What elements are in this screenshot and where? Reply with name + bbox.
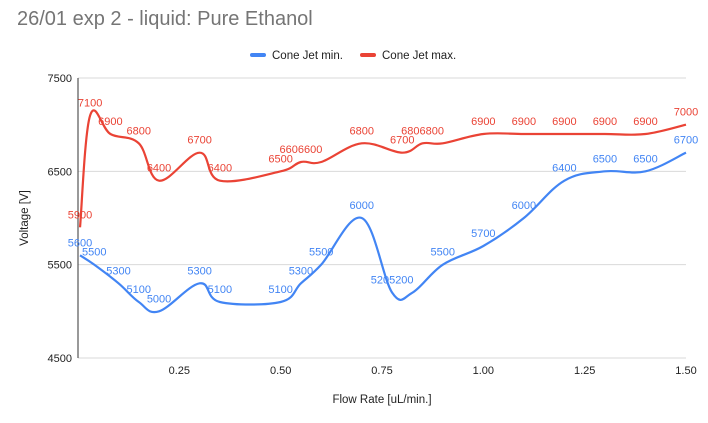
- data-label: 5500: [309, 247, 333, 259]
- x-tick-label: 0.25: [169, 365, 190, 377]
- data-label: 6700: [674, 135, 698, 147]
- data-label: 6806800: [401, 125, 444, 137]
- data-label: 5100: [268, 284, 292, 296]
- data-label: 6000: [512, 200, 536, 212]
- data-label: 6900: [512, 116, 536, 128]
- data-label: 7100: [78, 97, 102, 109]
- data-label: 5300: [106, 265, 130, 277]
- data-label: 5205200: [371, 275, 414, 287]
- data-label: 6606600: [280, 144, 323, 156]
- series-line-max: [78, 109, 687, 228]
- data-label: 5500: [82, 247, 106, 259]
- x-tick-label: 0.50: [270, 365, 291, 377]
- y-tick-label: 6500: [48, 166, 72, 178]
- data-label: 6700: [187, 135, 211, 147]
- series-line-min: [79, 151, 687, 314]
- legend-label: Cone Jet max.: [382, 50, 456, 62]
- data-label: 6900: [633, 116, 657, 128]
- data-label: 6500: [268, 153, 292, 165]
- data-label: 6400: [552, 163, 576, 175]
- data-label: 5300: [289, 265, 313, 277]
- data-label: 6700: [390, 135, 414, 147]
- x-tick-label: 1.25: [574, 365, 595, 377]
- x-tick-label: 1.50: [675, 365, 696, 377]
- legend-label: Cone Jet min.: [272, 50, 343, 62]
- data-label: 5600: [68, 237, 92, 249]
- data-label: 5300: [187, 265, 211, 277]
- data-label: 5900: [68, 209, 92, 221]
- data-label: 6800: [127, 125, 151, 137]
- data-label: 5700: [471, 228, 495, 240]
- data-label: 6500: [593, 153, 617, 165]
- data-label: 5500: [431, 247, 455, 259]
- data-label: 5000: [147, 293, 171, 305]
- x-tick-label: 0.75: [371, 365, 392, 377]
- y-tick-label: 7500: [48, 73, 72, 85]
- y-tick-label: 4500: [48, 353, 72, 365]
- x-axis-label: Flow Rate [uL/min.]: [332, 394, 431, 406]
- data-label: 6400: [208, 163, 232, 175]
- data-label: 6900: [471, 116, 495, 128]
- y-tick-label: 5500: [48, 260, 72, 272]
- data-label: 6000: [349, 200, 373, 212]
- data-label: 6900: [552, 116, 576, 128]
- data-label: 6400: [147, 163, 171, 175]
- data-label: 5100: [208, 284, 232, 296]
- data-label: 6900: [98, 116, 122, 128]
- data-label: 5100: [127, 284, 151, 296]
- data-label: 6500: [633, 153, 657, 165]
- x-tick-label: 1.00: [473, 365, 494, 377]
- data-label: 7000: [674, 107, 698, 119]
- y-axis-label: Voltage [V]: [19, 190, 31, 246]
- chart-title: 26/01 exp 2 - liquid: Pure Ethanol: [17, 8, 313, 30]
- data-label: 6800: [349, 125, 373, 137]
- data-label: 6900: [593, 116, 617, 128]
